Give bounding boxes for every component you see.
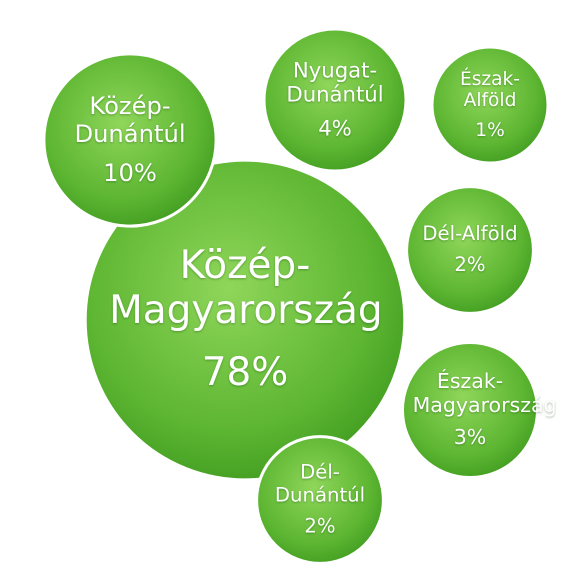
value-label: 1% bbox=[475, 119, 505, 141]
bubble bbox=[255, 435, 385, 565]
value-label: 10% bbox=[103, 158, 157, 187]
bubble bbox=[262, 27, 408, 173]
category-label: Nyugat-Dunántúl bbox=[286, 57, 384, 108]
bubble-label: Dél-Dunántúl 2% bbox=[266, 460, 374, 539]
value-label: 2% bbox=[304, 514, 336, 538]
bubble-label: Észak-Magyarország 3% bbox=[412, 369, 557, 450]
bubble bbox=[400, 340, 540, 480]
bubble bbox=[83, 158, 407, 482]
category-label: Észak-Alföld bbox=[459, 68, 521, 112]
category-label: Dél-Alföld bbox=[422, 221, 518, 245]
bubble-label: Észak-Alföld 1% bbox=[441, 69, 540, 141]
category-label: Közép-Magyarország bbox=[109, 243, 383, 333]
bubble-label: Dél-Alföld 2% bbox=[416, 221, 524, 277]
category-label: Dél-Dunántúl bbox=[274, 460, 366, 507]
bubble-label: Közép-Magyarország 78% bbox=[109, 243, 383, 396]
category-label: Észak-Magyarország bbox=[412, 369, 557, 417]
value-label: 4% bbox=[318, 115, 352, 141]
bubble bbox=[405, 185, 535, 315]
category-label: Közép-Dunántúl bbox=[74, 91, 186, 148]
value-label: 2% bbox=[454, 253, 486, 277]
bubble-label: Nyugat-Dunántúl 4% bbox=[275, 57, 396, 142]
bubble bbox=[430, 45, 550, 165]
value-label: 3% bbox=[453, 425, 487, 450]
bubble bbox=[42, 52, 218, 228]
value-label: 78% bbox=[201, 350, 289, 396]
bubble-label: Közép-Dunántúl 10% bbox=[57, 91, 203, 187]
